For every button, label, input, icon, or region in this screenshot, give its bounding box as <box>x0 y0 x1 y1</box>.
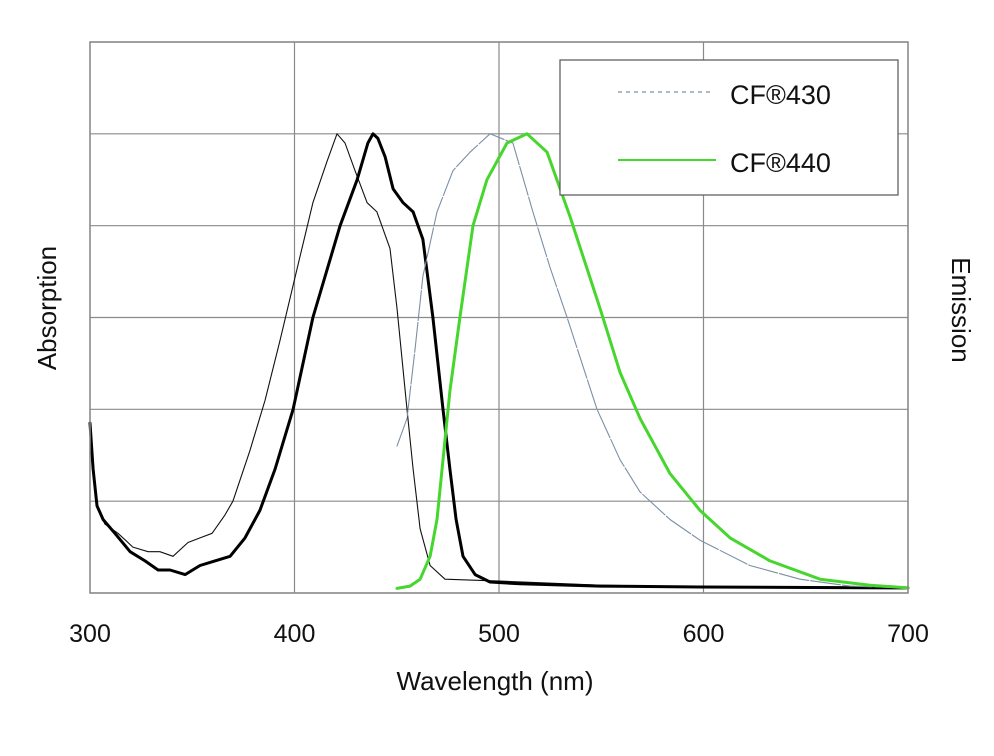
legend-label-cf430: CF®430 <box>730 80 831 110</box>
x-tick-label: 400 <box>274 620 316 648</box>
x-tick-label: 500 <box>478 620 520 648</box>
y-axis-label-left: Absorption <box>32 246 62 370</box>
x-axis-label: Wavelength (nm) <box>397 666 594 696</box>
line-cf430-emission <box>396 133 909 589</box>
plot-frame <box>89 41 909 594</box>
x-tick-labels: 300 400 500 600 700 <box>69 620 929 648</box>
legend-label-cf440: CF®440 <box>730 148 831 178</box>
legend-box <box>559 59 899 196</box>
line-cf440-absorption <box>88 132 910 590</box>
line-cf430-absorption <box>89 133 909 589</box>
x-tick-label: 600 <box>683 620 725 648</box>
series-lines <box>88 132 910 590</box>
line-cf440-emission <box>395 132 910 590</box>
y-axis-label-right: Emission <box>946 257 976 362</box>
legend: CF®430 CF®440 <box>559 59 899 196</box>
x-tick-label: 300 <box>69 620 111 648</box>
x-tick-label: 700 <box>887 620 929 648</box>
